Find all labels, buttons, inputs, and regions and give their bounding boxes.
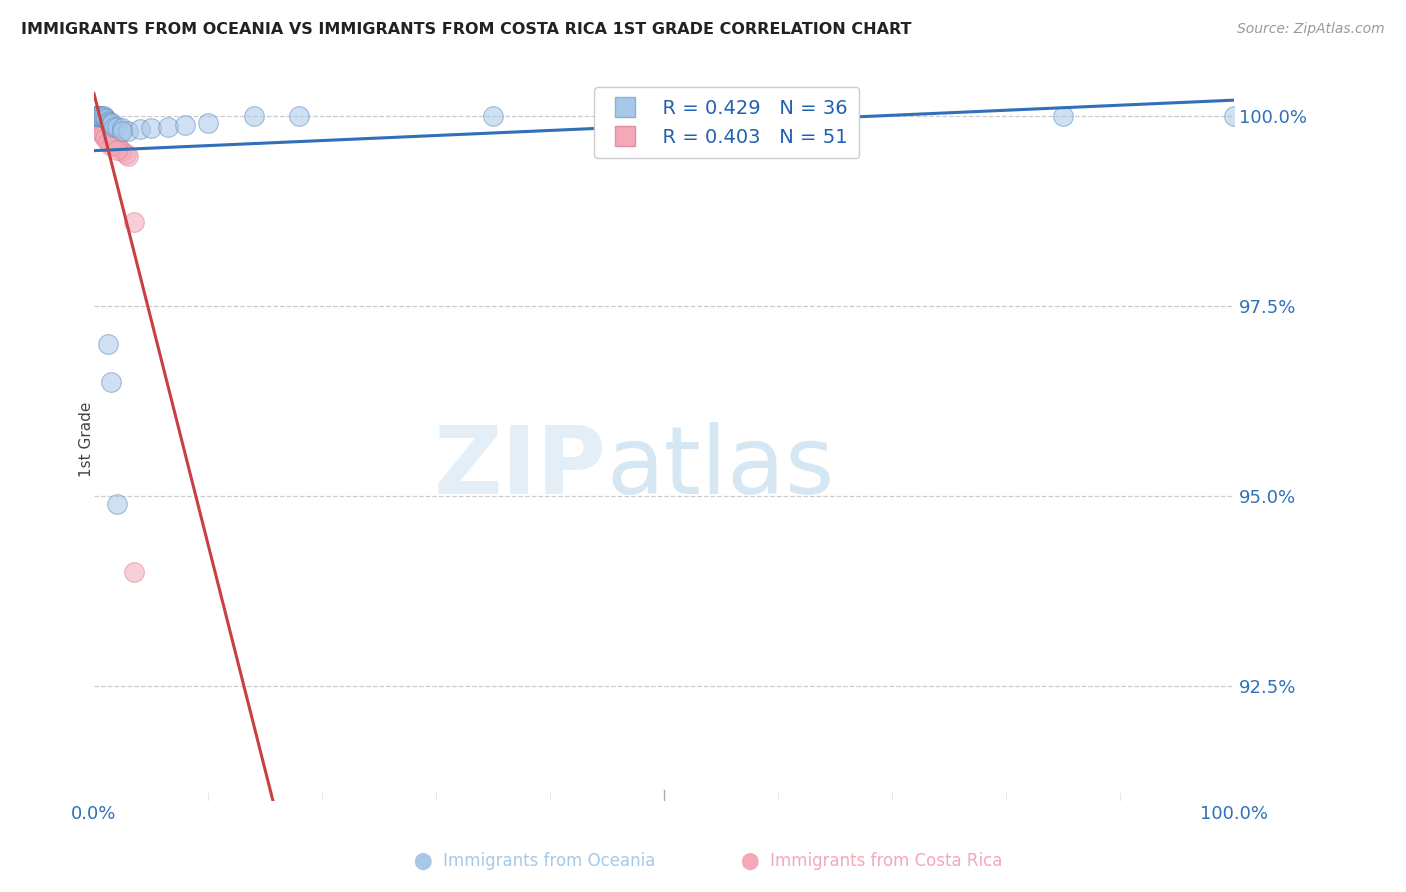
Point (90, 119, 112, 133)
Point (87, 108, 110, 122)
Point (84, 110, 107, 124)
Point (97, 135, 120, 149)
Point (90, 112, 112, 127)
Point (108, 141, 131, 155)
Point (89, 111, 111, 125)
Point (128, 122, 150, 136)
Point (97, 337, 120, 351)
Point (96, 124, 118, 138)
Point (122, 566, 145, 580)
Text: Source: ZipAtlas.com: Source: ZipAtlas.com (1237, 22, 1385, 37)
Point (652, 108, 675, 122)
Point (93, 108, 115, 122)
Point (94, 131, 117, 145)
Point (100, 139, 122, 153)
Point (111, 145, 134, 159)
Point (91, 128, 114, 142)
Point (174, 118, 197, 132)
Point (86, 112, 108, 127)
Point (103, 136, 125, 151)
Point (91, 110, 114, 124)
Point (197, 116, 219, 130)
Point (93, 120, 115, 134)
Point (87, 111, 110, 125)
Point (111, 121, 134, 136)
Text: ⬤  Immigrants from Costa Rica: ⬤ Immigrants from Costa Rica (741, 852, 1002, 870)
Point (97, 126, 120, 140)
Point (84, 110, 107, 124)
Point (157, 120, 180, 134)
Point (98, 129, 121, 144)
Point (105, 139, 128, 153)
Point (93, 124, 115, 138)
Point (97, 113, 120, 128)
Point (87, 108, 110, 122)
Point (84, 108, 107, 122)
Point (90, 120, 112, 134)
Point (100, 131, 122, 145)
Point (86, 111, 108, 125)
Point (94, 121, 117, 136)
Point (117, 124, 139, 138)
Point (90, 116, 112, 130)
Point (101, 116, 124, 130)
Point (103, 135, 125, 149)
Text: atlas: atlas (607, 422, 835, 514)
Point (90, 124, 112, 138)
Text: ⬤  Immigrants from Oceania: ⬤ Immigrants from Oceania (413, 852, 655, 870)
Point (84, 108, 107, 122)
Point (94, 125, 117, 139)
Point (101, 133, 124, 147)
Point (100, 118, 122, 132)
Point (90, 108, 112, 122)
Point (84, 108, 107, 122)
Point (139, 121, 162, 136)
Point (91, 121, 114, 136)
Y-axis label: 1st Grade: 1st Grade (80, 401, 94, 476)
Point (105, 120, 128, 134)
Point (482, 108, 505, 122)
Point (103, 120, 125, 134)
Point (89, 121, 111, 136)
Point (98, 116, 121, 130)
Point (84, 108, 107, 122)
Point (122, 215, 145, 229)
Point (288, 108, 311, 122)
Point (90, 110, 112, 124)
Point (84, 114, 107, 128)
Point (86, 118, 108, 132)
Point (105, 143, 128, 157)
Point (86, 108, 108, 122)
Point (1052, 108, 1074, 122)
Point (96, 112, 118, 126)
Point (115, 146, 138, 161)
Point (111, 124, 134, 138)
Point (1223, 108, 1246, 122)
Point (94, 111, 117, 125)
Point (86, 108, 108, 122)
Point (90, 126, 112, 140)
Point (97, 114, 120, 128)
Point (97, 128, 120, 142)
Text: IMMIGRANTS FROM OCEANIA VS IMMIGRANTS FROM COSTA RICA 1ST GRADE CORRELATION CHAR: IMMIGRANTS FROM OCEANIA VS IMMIGRANTS FR… (21, 22, 911, 37)
Point (105, 497, 128, 511)
Point (87, 120, 110, 134)
Point (90, 116, 112, 130)
Point (89, 116, 111, 130)
Point (100, 375, 122, 389)
Point (84, 108, 107, 122)
Point (87, 113, 110, 128)
Legend:   R = 0.429   N = 36,   R = 0.403   N = 51: R = 0.429 N = 36, R = 0.403 N = 51 (593, 87, 859, 158)
Point (242, 108, 264, 122)
Point (91, 118, 114, 132)
Point (824, 108, 846, 122)
Text: ZIP: ZIP (434, 422, 607, 514)
Point (117, 149, 139, 163)
Point (89, 113, 111, 128)
Point (89, 108, 111, 122)
